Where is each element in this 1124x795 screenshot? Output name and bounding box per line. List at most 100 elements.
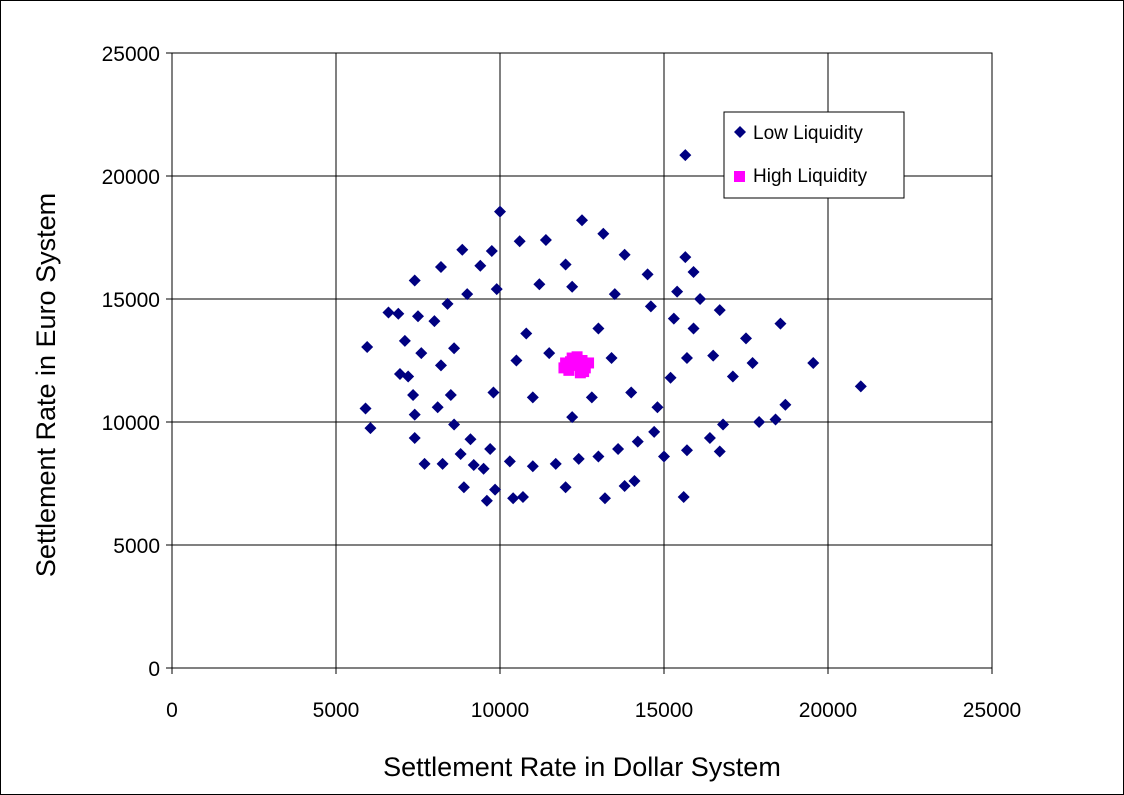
low-liquidity-point xyxy=(503,455,516,468)
series-low-liquidity xyxy=(359,149,867,507)
low-liquidity-point xyxy=(769,413,782,426)
high-liquidity-point xyxy=(578,366,590,378)
low-liquidity-point xyxy=(474,259,487,272)
low-liquidity-point xyxy=(664,371,677,384)
low-liquidity-point xyxy=(490,283,503,296)
low-liquidity-point xyxy=(408,274,421,287)
low-liquidity-point xyxy=(559,258,572,271)
low-liquidity-point xyxy=(572,452,585,465)
low-liquidity-point xyxy=(707,349,720,362)
y-tick-label: 20000 xyxy=(102,166,160,189)
low-liquidity-point xyxy=(628,475,641,488)
low-liquidity-point xyxy=(480,494,493,507)
low-liquidity-point xyxy=(559,481,572,494)
low-liquidity-point xyxy=(539,233,552,246)
x-tick-label: 25000 xyxy=(963,699,1021,722)
low-liquidity-point xyxy=(753,416,766,428)
series-high-liquidity xyxy=(558,351,595,379)
high-liquidity-point xyxy=(558,362,570,374)
low-liquidity-point xyxy=(434,359,447,372)
low-liquidity-point xyxy=(679,251,692,264)
low-liquidity-point xyxy=(631,435,644,448)
low-liquidity-point xyxy=(680,444,693,457)
low-liquidity-point xyxy=(592,322,605,335)
low-liquidity-point xyxy=(658,450,670,463)
low-liquidity-point xyxy=(612,443,625,456)
x-tick-label: 10000 xyxy=(471,699,529,722)
low-liquidity-point xyxy=(549,457,562,470)
x-axis-title: Settlement Rate in Dollar System xyxy=(383,752,781,782)
low-liquidity-point xyxy=(467,459,480,472)
x-tick-label: 20000 xyxy=(799,699,857,722)
low-liquidity-point xyxy=(408,431,421,444)
x-tick-label: 0 xyxy=(166,699,178,722)
low-liquidity-point xyxy=(415,347,428,360)
low-liquidity-point xyxy=(510,354,523,367)
low-liquidity-point xyxy=(526,460,539,473)
low-liquidity-point xyxy=(597,227,610,240)
low-liquidity-point xyxy=(740,332,752,345)
low-liquidity-point xyxy=(359,402,372,415)
low-liquidity-point xyxy=(592,450,605,463)
low-liquidity-point xyxy=(854,380,867,393)
low-liquidity-point xyxy=(687,322,700,335)
low-liquidity-point xyxy=(526,391,539,404)
legend: Low Liquidity High Liquidity xyxy=(723,111,905,199)
low-liquidity-point xyxy=(448,342,461,355)
low-liquidity-point xyxy=(393,368,406,381)
low-liquidity-point xyxy=(507,492,520,505)
legend-label-high-liquidity: High Liquidity xyxy=(753,166,868,187)
low-liquidity-point xyxy=(444,388,457,401)
low-liquidity-point xyxy=(648,425,661,438)
low-liquidity-point xyxy=(779,398,792,411)
y-tick-label: 5000 xyxy=(113,535,160,558)
y-axis-title: Settlement Rate in Euro System xyxy=(31,193,61,577)
low-liquidity-point xyxy=(464,433,477,446)
low-liquidity-point xyxy=(457,481,470,494)
low-liquidity-point xyxy=(543,347,556,360)
low-liquidity-point xyxy=(566,411,579,424)
high-liquidity-point xyxy=(571,351,583,363)
legend-square-icon xyxy=(734,171,745,182)
low-liquidity-point xyxy=(520,327,533,340)
low-liquidity-point xyxy=(598,492,611,505)
low-liquidity-point xyxy=(625,386,638,399)
low-liquidity-point xyxy=(436,457,449,470)
low-liquidity-point xyxy=(677,491,690,504)
low-liquidity-point xyxy=(641,268,654,281)
x-tick-label: 15000 xyxy=(635,699,693,722)
low-liquidity-point xyxy=(494,205,506,218)
low-liquidity-point xyxy=(484,443,497,456)
low-liquidity-point xyxy=(566,280,579,293)
low-liquidity-point xyxy=(408,408,421,421)
low-liquidity-point xyxy=(434,261,447,274)
low-liquidity-point xyxy=(585,391,598,404)
low-liquidity-point xyxy=(454,447,467,460)
low-liquidity-point xyxy=(703,431,716,444)
low-liquidity-point xyxy=(618,248,631,261)
low-liquidity-point xyxy=(407,388,420,401)
low-liquidity-point xyxy=(605,352,618,365)
low-liquidity-point xyxy=(456,243,469,256)
low-liquidity-point xyxy=(680,352,693,365)
low-liquidity-point xyxy=(487,386,500,399)
low-liquidity-point xyxy=(428,315,441,328)
low-liquidity-point xyxy=(687,265,700,278)
low-liquidity-point xyxy=(441,297,454,310)
high-liquidity-point xyxy=(565,356,577,368)
low-liquidity-point xyxy=(746,356,759,369)
low-liquidity-point xyxy=(392,307,405,320)
low-liquidity-point xyxy=(398,334,411,347)
y-tick-label: 0 xyxy=(148,658,160,681)
high-liquidity-point xyxy=(583,357,595,369)
y-tick-label: 25000 xyxy=(102,43,160,66)
low-liquidity-point xyxy=(485,245,498,258)
low-liquidity-point xyxy=(608,288,621,301)
low-liquidity-point xyxy=(713,445,726,458)
data-points xyxy=(359,149,867,507)
low-liquidity-point xyxy=(713,304,726,317)
low-liquidity-point xyxy=(679,149,692,162)
